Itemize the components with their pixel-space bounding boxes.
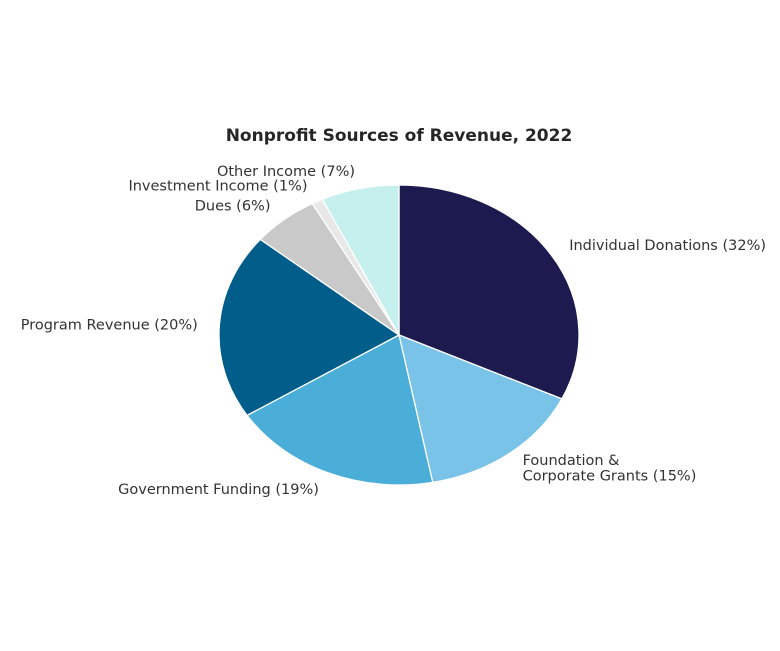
pie-slice [246, 334, 434, 486]
pie-slice [321, 184, 400, 338]
pie-slice [398, 184, 580, 400]
slice-label: Program Revenue (20%) [21, 318, 198, 334]
slice-label: Government Funding (19%) [118, 482, 319, 498]
slice-label: Dues (6%) [195, 199, 271, 215]
pie-slice [218, 238, 401, 417]
slice-label: Investment Income (1%) [128, 178, 307, 194]
slice-label: Foundation & Corporate Grants (15%) [523, 453, 697, 485]
pie-slice [398, 333, 563, 484]
slice-label: Other Income (7%) [217, 164, 355, 180]
chart-title: Nonprofit Sources of Revenue, 2022 [226, 126, 573, 146]
slice-labels: Individual Donations (32%) Foundation & Co… [21, 164, 766, 498]
slice-label: Individual Donations (32%) [569, 238, 766, 254]
pie-slices [218, 184, 580, 486]
